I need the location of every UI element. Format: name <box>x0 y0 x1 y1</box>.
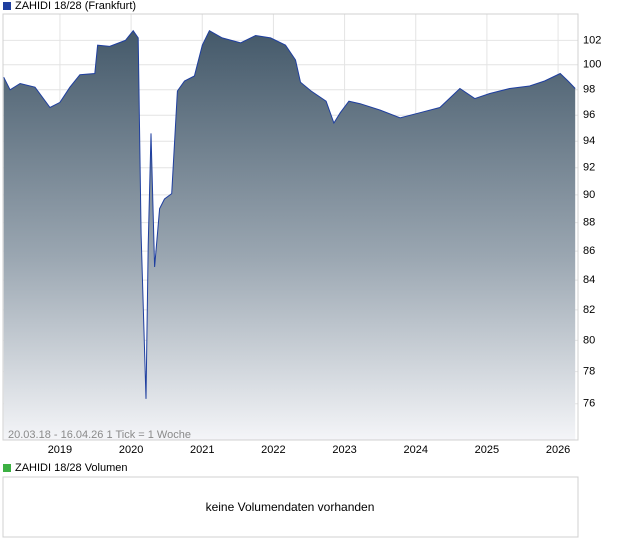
y-tick-label: 76 <box>583 398 595 410</box>
x-tick-label: 2023 <box>332 444 356 456</box>
y-tick-label: 82 <box>583 304 595 316</box>
annotation: 20.03.18 - 16.04.26 1 Tick = 1 Woche <box>8 429 191 441</box>
y-tick-label: 92 <box>583 162 595 174</box>
y-tick-label: 100 <box>583 59 601 71</box>
y-tick-label: 84 <box>583 274 595 286</box>
y-tick-label: 96 <box>583 109 595 121</box>
y-tick-label: 80 <box>583 334 595 346</box>
x-tick-label: 2025 <box>475 444 499 456</box>
legend-swatch <box>3 464 11 472</box>
area-fill <box>3 30 576 440</box>
y-tick-label: 94 <box>583 135 595 147</box>
legend-swatch <box>3 2 11 10</box>
volume-message: keine Volumendaten vorhanden <box>206 500 375 514</box>
plot-frame <box>2 13 579 441</box>
x-tick-label: 2019 <box>48 444 72 456</box>
price-line <box>3 29 576 399</box>
x-tick-label: 2026 <box>546 444 570 456</box>
y-tick-label: 90 <box>583 189 595 201</box>
chart-title: ZAHIDI 18/28 (Frankfurt) <box>15 0 136 12</box>
y-tick-label: 102 <box>583 34 601 46</box>
volume-title: ZAHIDI 18/28 Volumen <box>15 462 128 474</box>
y-tick-label: 78 <box>583 366 595 378</box>
x-tick-label: 2020 <box>119 444 143 456</box>
y-tick-label: 86 <box>583 245 595 257</box>
x-tick-label: 2021 <box>190 444 214 456</box>
x-tick-label: 2024 <box>404 444 428 456</box>
y-tick-label: 88 <box>583 217 595 229</box>
volume-frame <box>2 476 579 538</box>
x-tick-label: 2022 <box>261 444 285 456</box>
y-tick-label: 98 <box>583 84 595 96</box>
